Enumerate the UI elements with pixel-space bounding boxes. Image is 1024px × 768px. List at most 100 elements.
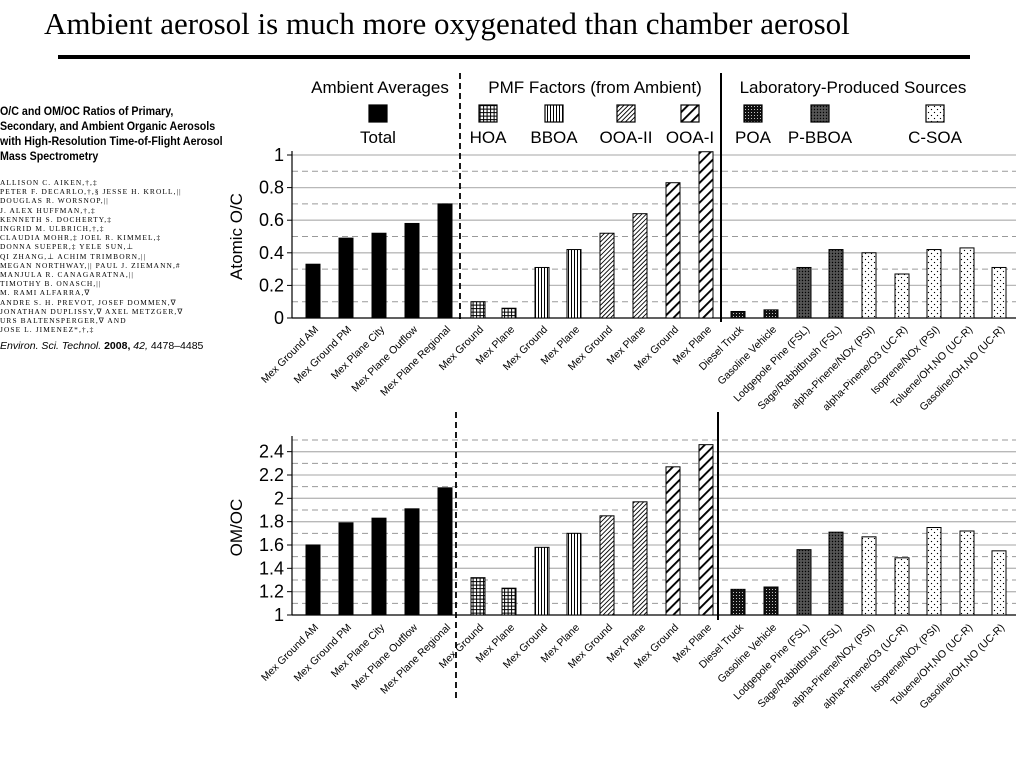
atomic-oc-bar [763, 309, 779, 319]
om-oc-bar [828, 531, 844, 616]
om-oc-x-tick-label: Mex Ground PM [292, 622, 355, 685]
om-oc-bar [404, 508, 420, 616]
legend-group-heading: Ambient Averages [311, 78, 449, 97]
atomic-oc-bar [437, 203, 453, 319]
legend-swatch-poa [743, 104, 763, 123]
atomic-oc-y-tick-label: 1 [274, 145, 284, 165]
atomic-oc-bar [632, 213, 648, 319]
atomic-oc-bar [730, 310, 746, 319]
atomic-oc-bar [991, 266, 1007, 319]
om-oc-bar [534, 546, 550, 616]
slide-title: Ambient aerosol is much more oxygenated … [44, 6, 850, 41]
legend-label-csoa: C-SOA [908, 128, 963, 147]
citation-pages: 4478–4485 [150, 340, 204, 353]
atomic-oc-bar [338, 237, 354, 319]
om-oc-bar [926, 527, 942, 616]
legend-swatch-bboa [544, 104, 564, 123]
atomic-oc-y-tick-label: 0.6 [259, 210, 284, 230]
om-oc-bar [861, 536, 877, 616]
om-oc-bar [338, 522, 354, 616]
atomic-oc-x-tick-label: Mex Ground AM [259, 324, 321, 386]
atomic-oc-y-axis-label: Atomic O/C [227, 193, 246, 280]
paper-citation: Environ. Sci. Technol. 2008, 42, 4478–44… [0, 340, 232, 352]
atomic-oc-y-tick-label: 0.2 [259, 275, 284, 295]
om-oc-bar [698, 444, 714, 616]
atomic-oc-bar [371, 232, 387, 319]
legend-swatch-ooa2 [616, 104, 636, 123]
om-oc-bar [599, 515, 615, 616]
om-oc-y-axis-label: OM/OC [227, 499, 246, 557]
atomic-oc-bar [501, 307, 517, 319]
om-oc-bar [665, 466, 681, 616]
om-oc-bar [305, 544, 321, 616]
legend-label-hoa: HOA [470, 128, 508, 147]
om-oc-bar [796, 549, 812, 616]
om-oc-bar [763, 586, 779, 616]
legend-label-poa: POA [735, 128, 772, 147]
legend-group-heading: PMF Factors (from Ambient) [488, 78, 701, 97]
legend-label-bboa: BBOA [530, 128, 578, 147]
atomic-oc-y-tick-label: 0.4 [259, 243, 284, 263]
atomic-oc-bar [305, 263, 321, 319]
legend-label-total: Total [360, 128, 396, 147]
om-oc-y-tick-label: 2.2 [259, 465, 284, 485]
om-oc-bar [730, 588, 746, 616]
atomic-oc-bar [534, 266, 550, 319]
atomic-oc-bar [894, 273, 910, 319]
legend: Ambient Averages PMF Factors (from Ambien… [311, 78, 966, 147]
citation-journal: Environ. Sci. Technol. [0, 340, 102, 353]
om-oc-x-tick-label: Mex Ground AM [259, 622, 321, 684]
legend-swatch-ooa1 [680, 104, 700, 123]
atomic-oc-chart: 0 0.2 0.4 0.6 0.8 1 Atomic O/C Mex Ground AMMex… [227, 145, 1016, 413]
atomic-oc-bar [959, 247, 975, 319]
om-oc-y-tick-label: 1 [274, 605, 284, 625]
om-oc-y-tick-label: 2 [274, 488, 284, 508]
atomic-oc-x-tick-label: Mex Ground PM [292, 324, 355, 387]
om-oc-y-tick-label: 1.4 [259, 558, 284, 578]
om-oc-x-tick-label: Gasoline Vehicle [715, 622, 779, 686]
atomic-oc-bar [599, 232, 615, 319]
om-oc-bar [991, 550, 1007, 616]
citation-year: 2008, [104, 340, 131, 353]
group-dividers [455, 73, 722, 700]
atomic-oc-x-tick-label: Gasoline Vehicle [715, 324, 779, 388]
om-oc-bar [437, 487, 453, 616]
om-oc-bar [632, 501, 648, 616]
om-oc-bar [470, 577, 486, 616]
legend-group-heading: Laboratory-Produced Sources [740, 78, 967, 97]
om-oc-bar [959, 530, 975, 616]
atomic-oc-bar [566, 249, 582, 319]
legend-label-pbboa: P-BBOA [788, 128, 853, 147]
paper-authors: ALLISON C. AIKEN,†,‡ PETER F. DECARLO,†,… [0, 178, 184, 335]
om-oc-bar [566, 532, 582, 616]
legend-swatch-total [368, 104, 388, 123]
paper-title: O/C and OM/OC Ratios of Primary, Seconda… [0, 104, 223, 163]
atomic-oc-bar [470, 301, 486, 319]
legend-label-ooa2: OOA-II [600, 128, 653, 147]
citation-volume: 42, [133, 340, 148, 353]
legend-label-ooa1: OOA-I [666, 128, 714, 147]
legend-swatch-csoa [925, 104, 945, 123]
atomic-oc-y-tick-label: 0 [274, 308, 284, 328]
atomic-oc-bar [698, 151, 714, 319]
om-oc-bar [501, 587, 517, 616]
atomic-oc-bar [926, 249, 942, 319]
om-oc-bar [371, 517, 387, 616]
title-divider [58, 55, 970, 59]
om-oc-bar [894, 557, 910, 616]
om-oc-y-tick-label: 1.6 [259, 535, 284, 555]
atomic-oc-bar [796, 266, 812, 319]
om-oc-y-tick-label: 2.4 [259, 442, 284, 462]
atomic-oc-y-tick-label: 0.8 [259, 178, 284, 198]
atomic-oc-bar [861, 252, 877, 319]
legend-swatch-hoa [478, 104, 498, 123]
atomic-oc-bar [404, 222, 420, 319]
legend-swatch-pbboa [810, 104, 830, 123]
om-oc-y-tick-label: 1.8 [259, 512, 284, 532]
atomic-oc-bar [828, 249, 844, 319]
atomic-oc-bar [665, 182, 681, 319]
om-oc-y-tick-label: 1.2 [259, 582, 284, 602]
paper-reference: O/C and OM/OC Ratios of Primary, Seconda… [0, 104, 232, 352]
om-oc-chart: 1 1.2 1.4 1.6 1.8 2 2.2 2.4 OM/OC Mex Ground AMMe… [227, 436, 1016, 711]
